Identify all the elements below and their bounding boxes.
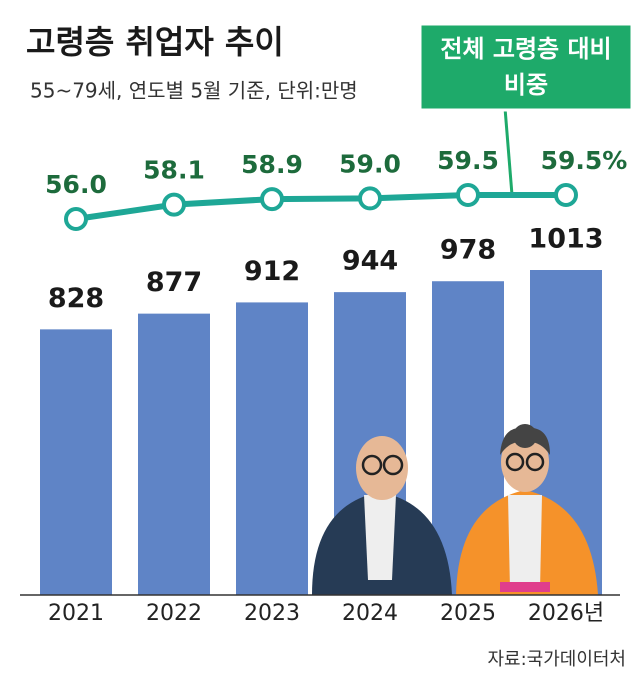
line-label: 59.5 bbox=[437, 146, 499, 175]
line-point bbox=[260, 187, 284, 212]
bar-label: 978 bbox=[440, 235, 496, 266]
x-tick-label: 2021 bbox=[48, 601, 104, 626]
bar-label: 877 bbox=[146, 267, 202, 298]
line-label: 59.0 bbox=[339, 149, 401, 178]
line-label: 56.0 bbox=[45, 170, 107, 199]
line-label: 58.1 bbox=[143, 156, 205, 185]
annotation-text: 비중 bbox=[504, 71, 548, 99]
line-point bbox=[358, 186, 382, 211]
bar-label: 828 bbox=[48, 283, 104, 314]
line-label: 59.5% bbox=[541, 146, 628, 175]
chart-subtitle: 55~79세, 연도별 5월 기준, 단위:만명 bbox=[30, 79, 358, 103]
line-point bbox=[554, 183, 578, 207]
line-point bbox=[162, 192, 186, 217]
line-point bbox=[64, 207, 88, 231]
bar bbox=[40, 329, 112, 595]
annotation-text: 전체 고령층 대비 bbox=[440, 35, 611, 63]
x-tick-label: 2023 bbox=[244, 601, 300, 626]
x-tick-label: 2025 bbox=[440, 601, 496, 626]
line bbox=[75, 192, 566, 222]
bar-label: 1013 bbox=[528, 224, 603, 255]
x-tick-label: 2022 bbox=[146, 601, 202, 626]
bar-label: 912 bbox=[244, 256, 300, 287]
bar bbox=[138, 313, 210, 595]
line-point bbox=[456, 183, 480, 207]
x-tick-label: 2024 bbox=[342, 601, 398, 626]
bar bbox=[236, 302, 308, 595]
line-label: 58.9 bbox=[241, 150, 303, 179]
bar-label: 944 bbox=[342, 246, 398, 277]
annotation: 전체 고령층 대비 비중 bbox=[418, 22, 634, 196]
x-tick-label: 2026년 bbox=[528, 601, 604, 626]
people-illustration bbox=[312, 424, 598, 595]
source: 자료:국가데이터처 bbox=[487, 649, 626, 670]
chart-title: 고령층 취업자 추이 bbox=[26, 23, 284, 61]
